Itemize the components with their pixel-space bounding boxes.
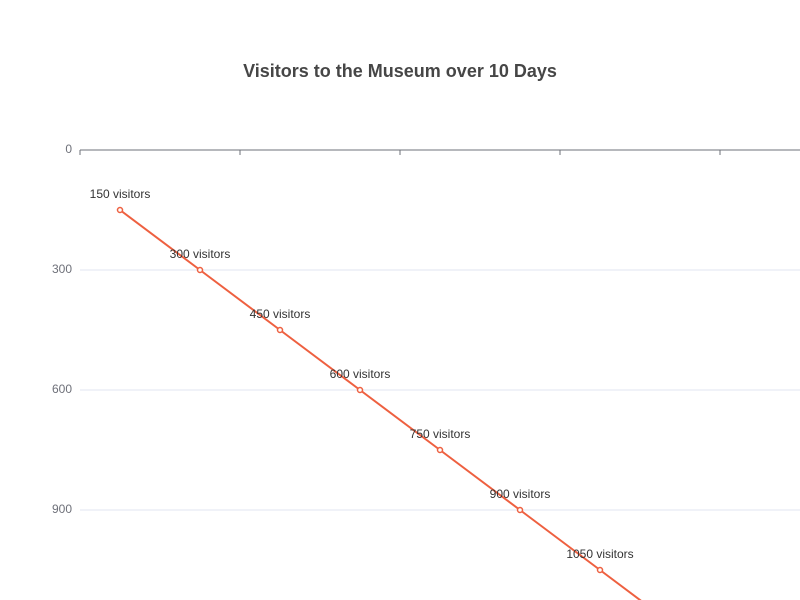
data-label: 300 visitors [170,247,231,261]
data-label: 600 visitors [330,367,391,381]
data-label: 450 visitors [250,307,311,321]
point [516,506,524,514]
point [436,446,444,454]
data-label: 150 visitors [90,187,151,201]
chart-title: Visitors to the Museum over 10 Days [243,61,557,81]
y-tick-label: 300 [52,262,72,276]
data-label: 750 visitors [410,427,471,441]
y-tick-label: 0 [65,142,72,156]
point [196,266,204,274]
point [596,566,604,574]
y-tick-label: 600 [52,382,72,396]
line [119,209,642,600]
y-tick-label: 900 [52,502,72,516]
data-label: 900 visitors [490,487,551,501]
point [356,386,364,394]
point [116,206,124,214]
point [276,326,284,334]
data-label: 1050 visitors [566,547,633,561]
